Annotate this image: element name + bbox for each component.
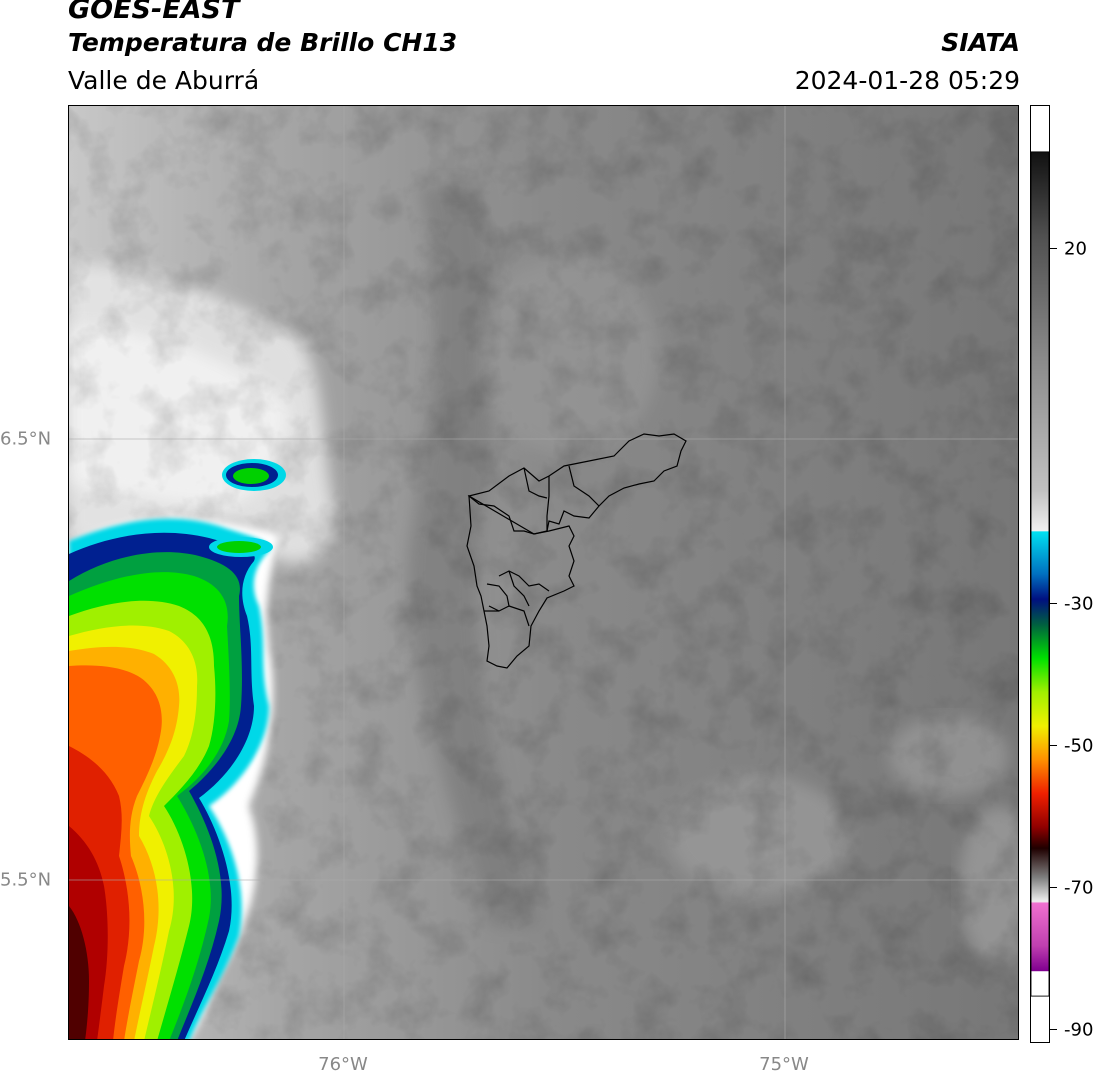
lon-label-76: 76°W (318, 1054, 368, 1075)
lat-label-6-5: 6.5°N (0, 428, 52, 450)
temperature-colorbar (1030, 105, 1050, 1043)
colorbar-label-20: 20 (1064, 238, 1087, 260)
lon-label-75: 75°W (759, 1054, 809, 1075)
colorbar-tick (1050, 248, 1057, 249)
colorbar-label-minus30: -30 (1064, 593, 1094, 615)
datetime-label: 2024-01-28 05:29 (794, 66, 1020, 95)
valle-aburra-boundary (466, 433, 687, 669)
colorbar-tick (1050, 745, 1057, 746)
colorbar-label-minus90: -90 (1064, 1019, 1094, 1041)
colorbar-tick (1050, 1029, 1057, 1030)
colorbar-tick (1050, 603, 1057, 604)
satellite-map[interactable] (68, 105, 1019, 1040)
convective-cloud (69, 459, 286, 1039)
satellite-title: GOES-EAST (68, 0, 240, 25)
region-label: Valle de Aburrá (68, 66, 260, 95)
lat-label-5-5: 5.5°N (0, 869, 52, 891)
product-title: Temperatura de Brillo CH13 (68, 28, 458, 57)
colorbar-tick (1050, 887, 1057, 888)
colorbar-label-minus50: -50 (1064, 735, 1094, 757)
colorbar-label-minus70: -70 (1064, 877, 1094, 899)
organization-label: SIATA (941, 28, 1020, 57)
